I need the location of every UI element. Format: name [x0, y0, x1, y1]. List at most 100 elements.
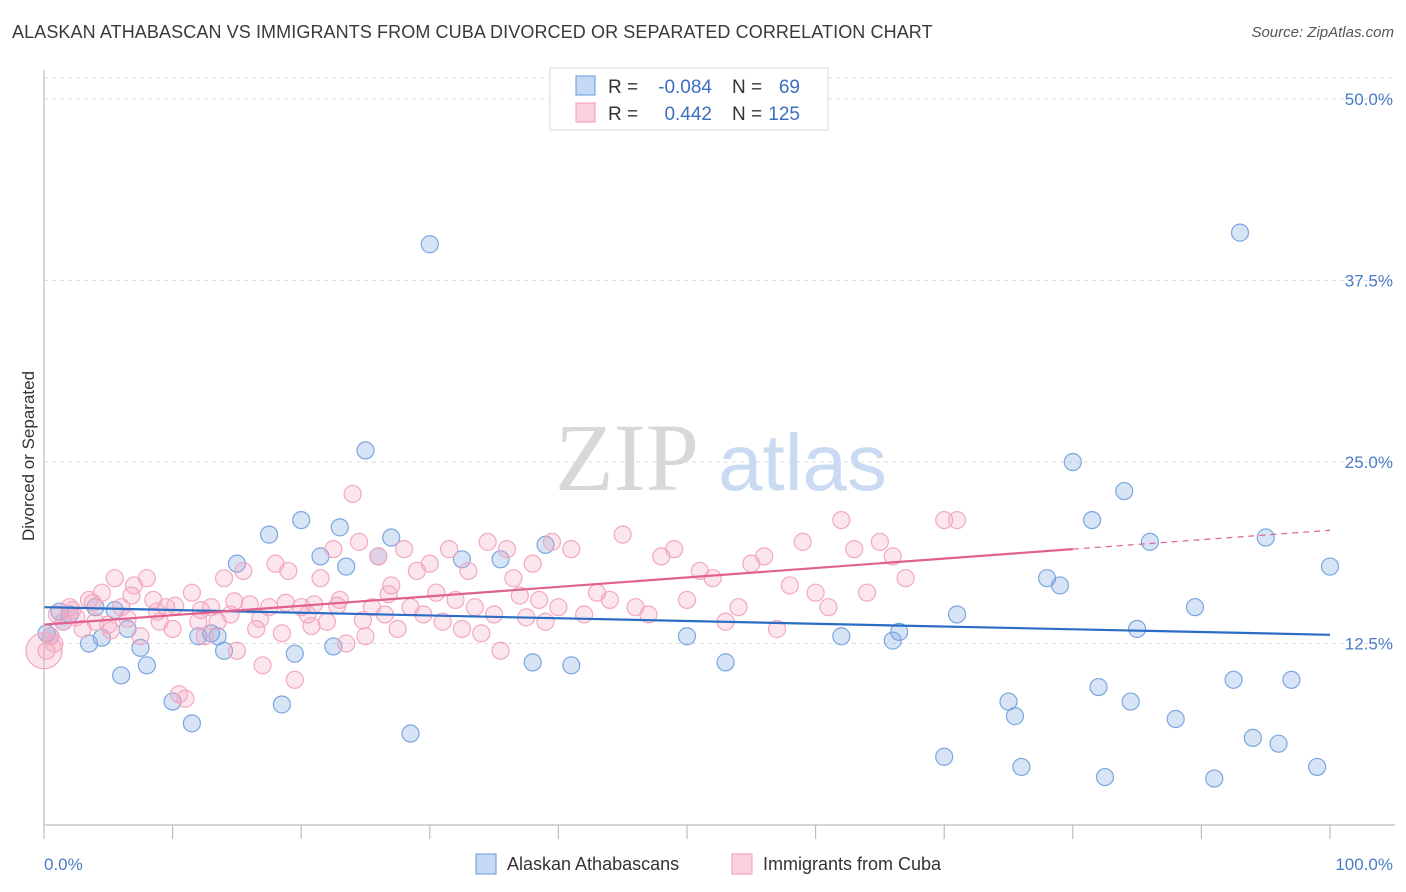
data-point-cuba	[857, 583, 877, 602]
data-point-athabascan	[1256, 528, 1275, 547]
chart-source: Source: ZipAtlas.com	[1251, 24, 1394, 41]
data-point-athabascan	[1005, 707, 1025, 726]
data-point-athabascan	[1140, 532, 1160, 551]
data-point-cuba	[195, 627, 214, 646]
data-point-cuba	[896, 569, 915, 588]
data-point-athabascan	[716, 653, 735, 672]
data-point-athabascan	[452, 550, 472, 569]
chart-title: ALASKAN ATHABASCAN VS IMMIGRANTS FROM CU…	[12, 22, 933, 42]
data-point-cuba	[806, 583, 825, 602]
data-point-cuba	[247, 619, 266, 639]
series-alaskan-athabascans-points	[37, 223, 1340, 788]
data-point-cuba	[491, 641, 510, 660]
data-point-cuba	[353, 611, 373, 630]
data-point-cuba	[176, 689, 195, 708]
data-point-athabascan	[285, 644, 304, 663]
data-point-cuba	[767, 619, 787, 639]
data-point-athabascan	[947, 605, 967, 624]
data-point-cuba	[819, 598, 838, 617]
data-point-athabascan	[1308, 757, 1327, 777]
data-point-athabascan	[208, 627, 227, 646]
data-point-cuba	[388, 619, 407, 639]
data-point-cuba	[935, 510, 954, 530]
legend-swatch-alaskan-athabascans	[475, 853, 497, 875]
data-point-cuba	[328, 596, 347, 615]
data-point-cuba	[870, 532, 890, 551]
data-point-cuba	[302, 616, 321, 636]
data-point-cuba	[137, 569, 156, 588]
data-point-athabascan	[1224, 670, 1243, 689]
data-point-cuba	[542, 532, 562, 551]
data-point-athabascan	[1269, 734, 1288, 753]
data-point-cuba	[394, 540, 414, 559]
data-point-athabascan	[1230, 223, 1250, 242]
trend-line-cuba-extension	[1072, 529, 1331, 550]
watermark-atlas: atlas	[718, 418, 887, 507]
series-immigrants-from-cuba-points	[25, 484, 967, 708]
data-point-cuba	[272, 624, 292, 643]
data-point-cuba	[276, 593, 295, 612]
data-point-cuba	[101, 621, 120, 640]
data-point-cuba	[317, 612, 337, 631]
data-point-cuba	[439, 540, 459, 559]
data-point-cuba	[92, 583, 111, 602]
y-tick-label: 25.0%	[1345, 453, 1393, 472]
x-tick-label-min: 0.0%	[44, 855, 83, 874]
data-point-athabascan	[562, 656, 581, 675]
data-point-cuba	[427, 583, 446, 602]
data-point-cuba	[214, 569, 234, 588]
data-point-cuba	[575, 605, 594, 624]
data-point-athabascan	[1185, 598, 1205, 617]
watermark-zip: ZIP	[555, 404, 699, 511]
y-tick-label: 50.0%	[1345, 90, 1393, 109]
data-point-cuba	[478, 532, 497, 551]
data-point-athabascan	[1243, 728, 1262, 747]
data-point-athabascan	[1050, 576, 1070, 595]
data-point-cuba	[562, 540, 581, 559]
trend-lines	[43, 529, 1331, 636]
data-point-cuba	[349, 532, 369, 551]
data-point-cuba	[253, 656, 272, 675]
stats-legend-n-value-2: 125	[768, 104, 800, 125]
data-point-athabascan	[259, 525, 279, 544]
stats-legend-n-label-2: N =	[732, 104, 762, 125]
data-point-athabascan	[677, 627, 697, 646]
data-point-cuba	[523, 554, 542, 573]
axes: 12.5% 25.0% 37.5% 50.0% 0.0% 100.0%	[43, 70, 1395, 874]
data-point-athabascan	[491, 550, 510, 569]
data-point-cuba	[780, 576, 799, 595]
data-point-athabascan	[272, 695, 292, 714]
grid	[44, 77, 1395, 645]
data-point-cuba	[845, 540, 864, 559]
bottom-legend: Alaskan Athabascans Immigrants from Cuba	[475, 853, 942, 875]
data-point-athabascan	[227, 554, 246, 573]
data-point-cuba	[459, 561, 478, 581]
data-point-athabascan	[1127, 619, 1147, 639]
watermark: ZIP atlas	[555, 404, 887, 511]
data-point-cuba	[600, 590, 619, 610]
data-point-athabascan	[356, 441, 375, 460]
data-point-cuba	[234, 561, 253, 581]
data-point-cuba	[166, 596, 185, 615]
data-point-athabascan	[137, 656, 156, 675]
data-point-athabascan	[382, 528, 401, 547]
stats-legend-n-label-1: N =	[732, 77, 762, 98]
data-point-cuba	[793, 532, 812, 551]
data-point-cuba	[504, 569, 523, 588]
legend-label-alaskan-athabascans: Alaskan Athabascans	[507, 854, 679, 874]
data-point-cuba	[613, 525, 632, 544]
data-point-cuba	[485, 605, 504, 624]
data-point-cuba	[510, 586, 529, 605]
data-point-cuba	[832, 510, 851, 530]
stats-legend-r-value-1: -0.084	[658, 77, 712, 98]
data-point-athabascan	[330, 518, 349, 537]
data-point-athabascan	[1121, 692, 1140, 711]
data-point-athabascan	[337, 557, 356, 576]
data-point-cuba	[536, 612, 555, 631]
data-point-cuba	[250, 609, 270, 628]
data-point-cuba	[497, 540, 517, 559]
data-point-cuba	[227, 641, 246, 660]
data-point-cuba	[311, 569, 330, 588]
data-point-athabascan	[1205, 769, 1224, 788]
data-point-cuba	[420, 554, 439, 573]
